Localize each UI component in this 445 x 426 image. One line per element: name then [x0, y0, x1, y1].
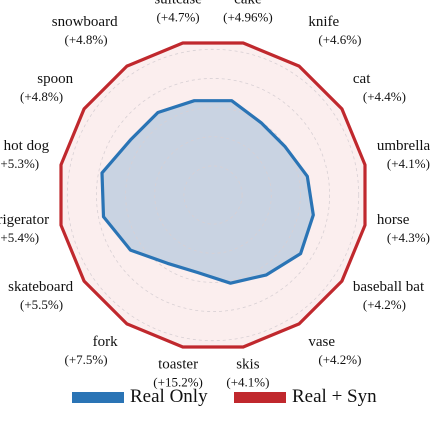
- axis-label-horse: horse (+4.3%): [377, 212, 430, 245]
- axis-name-snowboard: snowboard: [52, 14, 118, 30]
- axis-gain-baseball-bat: (+4.2%): [363, 297, 406, 312]
- legend-swatch-real-syn: [234, 391, 286, 403]
- axis-name-cat: cat: [353, 71, 371, 87]
- axis-name-hot-dog: hot dog: [4, 138, 50, 154]
- axis-gain-hot-dog: (+5.3%): [0, 156, 39, 171]
- series-line-real-only: [100, 99, 315, 285]
- radar-grid: [66, 48, 360, 342]
- grid-ring: [125, 107, 301, 283]
- axis-label-cake: cake (+4.96%): [223, 0, 273, 25]
- axis-gain-knife: (+4.6%): [318, 32, 361, 47]
- axis-gain-skateboard: (+5.5%): [20, 297, 63, 312]
- axis-name-vase: vase: [308, 334, 335, 350]
- axis-label-snowboard: snowboard (+4.8%): [52, 14, 118, 47]
- series-line-real-syn: [59, 41, 367, 349]
- axis-label-cat: cat (+4.4%): [353, 71, 406, 104]
- axis-name-toaster: toaster: [158, 356, 198, 372]
- axis-label-suitcase: suitcase (+4.7%): [154, 0, 202, 25]
- legend: Real Only Real + Syn: [0, 386, 445, 412]
- axis-label-vase: vase (+4.2%): [308, 334, 361, 367]
- axis-label-knife: knife (+4.6%): [308, 14, 361, 47]
- axis-gain-toaster: (+15.2%): [153, 374, 203, 389]
- axis-gain-snowboard: (+4.8%): [65, 32, 108, 47]
- axis-name-baseball-bat: baseball bat: [353, 279, 425, 295]
- axis-gain-suitcase: (+4.7%): [157, 10, 200, 25]
- axis-name-suitcase: suitcase: [154, 0, 202, 8]
- axis-label-skateboard: skateboard (+5.5%): [8, 279, 73, 312]
- axis-name-cake: cake: [234, 0, 262, 8]
- axis-label-umbrella: umbrella (+4.1%): [377, 138, 431, 171]
- grid-ring: [66, 48, 360, 342]
- legend-label-real-only: Real Only: [130, 386, 208, 407]
- legend-item-real-syn: Real + Syn: [234, 386, 377, 408]
- axis-name-skateboard: skateboard: [8, 279, 73, 295]
- axis-gain-fork: (+7.5%): [65, 352, 108, 367]
- legend-swatch-real-only: [72, 391, 124, 403]
- axis-gain-refrigerator: (+5.4%): [0, 230, 39, 245]
- axis-name-refrigerator: refrigerator: [0, 212, 49, 228]
- axis-gain-cake: (+4.96%): [223, 10, 273, 25]
- axis-name-spoon: spoon: [37, 71, 73, 87]
- axis-label-toaster: toaster (+15.2%): [153, 356, 203, 389]
- grid-ring: [183, 165, 243, 225]
- axis-name-umbrella: umbrella: [377, 138, 431, 154]
- axis-gain-cat: (+4.4%): [363, 89, 406, 104]
- grid-ring: [96, 78, 330, 312]
- axis-gain-vase: (+4.2%): [318, 352, 361, 367]
- axis-label-skis: skis (+4.1%): [226, 356, 269, 389]
- grid-ring: [154, 136, 272, 254]
- axis-labels: cake (+4.96%) knife (+4.6%) cat (+4.4%) umbrel…: [0, 0, 431, 389]
- axis-label-fork: fork (+7.5%): [65, 334, 119, 367]
- axis-gain-spoon: (+4.8%): [20, 89, 63, 104]
- axis-label-spoon: spoon (+4.8%): [20, 71, 74, 104]
- radar-series: [61, 43, 365, 347]
- axis-name-knife: knife: [308, 14, 339, 30]
- axis-name-skis: skis: [236, 356, 260, 372]
- series-fill-real-only: [102, 100, 314, 284]
- axis-label-baseball-bat: baseball bat (+4.2%): [353, 279, 425, 312]
- axis-gain-horse: (+4.3%): [387, 230, 430, 245]
- axis-name-fork: fork: [93, 334, 118, 350]
- axis-gain-umbrella: (+4.1%): [387, 156, 430, 171]
- axis-gain-skis: (+4.1%): [226, 374, 269, 389]
- legend-item-real-only: Real Only: [72, 386, 208, 408]
- legend-label-real-syn: Real + Syn: [292, 386, 377, 407]
- axis-name-horse: horse: [377, 212, 410, 228]
- axis-label-refrigerator: refrigerator (+5.4%): [0, 212, 49, 245]
- axis-label-hot-dog: hot dog (+5.3%): [0, 138, 50, 171]
